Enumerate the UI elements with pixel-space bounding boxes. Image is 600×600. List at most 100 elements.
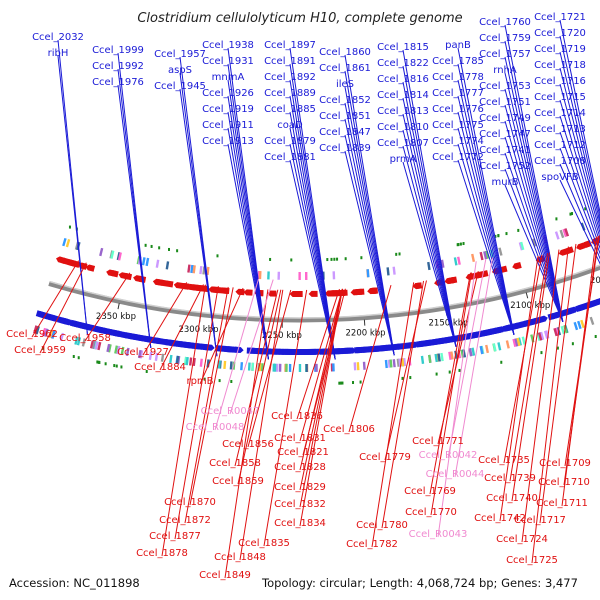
- label-leader-line: [299, 288, 343, 527]
- gene-label: Ccel_1816: [377, 74, 429, 85]
- cog-block: [471, 253, 476, 263]
- forward-gene-arrow: [234, 346, 244, 354]
- cog-block: [285, 363, 288, 372]
- label-leader-line: [402, 161, 457, 347]
- green-dot: [115, 364, 118, 368]
- gene-label: Ccel_1938: [202, 40, 254, 51]
- cog-block: [434, 353, 438, 363]
- cog-block: [298, 271, 301, 281]
- gene-label: Ccel_1999: [92, 45, 144, 56]
- label-leader-line: [559, 67, 600, 230]
- green-dot: [113, 364, 116, 368]
- gene-label: Ccel_1735: [478, 455, 530, 466]
- cog-block: [187, 264, 191, 273]
- cog-block: [106, 343, 111, 353]
- label-leader-line: [559, 131, 600, 250]
- gene-label: Ccel_1747: [479, 129, 531, 140]
- cog-block: [427, 261, 431, 271]
- kbp-tick-label: 2050 kbp: [590, 276, 600, 286]
- gene-label: Ccel_1782: [346, 539, 398, 550]
- label-leader-line: [227, 143, 269, 360]
- label-leader-line: [511, 252, 550, 502]
- green-dot: [494, 234, 497, 238]
- label-leader-line: [344, 134, 395, 356]
- label-leader-line: [447, 259, 487, 459]
- label-leader-line: [457, 143, 515, 335]
- cog-block: [141, 257, 146, 266]
- cog-block: [97, 341, 102, 351]
- gene-label: Ccel_1780: [356, 520, 408, 531]
- gene-label: Ccel_1859: [212, 476, 264, 487]
- gene-label: Ccel_1897: [264, 40, 316, 51]
- cog-block: [514, 338, 519, 347]
- cog-block: [450, 351, 454, 360]
- gene-label: Ccel_1771: [412, 436, 464, 447]
- green-dot: [594, 334, 597, 338]
- green-dot: [459, 242, 462, 246]
- gene-label: Ccel_1878: [136, 548, 188, 559]
- green-dot: [352, 381, 355, 385]
- gene-label: rpmB: [186, 376, 213, 387]
- gene-label: Ccel_1720: [534, 28, 586, 39]
- gene-label: Ccel_1815: [377, 42, 429, 53]
- gene-label: Ccel_1814: [377, 90, 429, 101]
- cog-block: [580, 319, 585, 329]
- label-leader-line: [430, 272, 472, 516]
- cog-block: [562, 228, 568, 238]
- gene-label: Ccel_1725: [506, 555, 558, 566]
- cog-block: [258, 270, 262, 280]
- gene-label: Ccel_1913: [202, 136, 254, 147]
- reverse-gene-arrow: [367, 287, 377, 295]
- reverse-gene-arrow: [558, 248, 569, 256]
- label-leader-line: [531, 246, 569, 564]
- cog-block: [539, 331, 545, 341]
- gene-label: Ccel_1877: [149, 531, 201, 542]
- label-leader-line: [179, 88, 218, 357]
- gene-label: Ccel_1742: [474, 513, 526, 524]
- label-leader-line: [402, 81, 457, 347]
- cog-block: [468, 348, 473, 357]
- gene-label: Ccel_1769: [404, 486, 456, 497]
- green-dot: [409, 376, 412, 380]
- label-leader-line: [174, 285, 219, 540]
- label-leader-line: [299, 288, 343, 508]
- gene-label: Ccel_1926: [202, 88, 254, 99]
- label-leader-line: [239, 289, 284, 561]
- gene-label: coaD: [277, 120, 303, 131]
- gene-label: Ccel_1715: [534, 92, 586, 103]
- reverse-gene-arrow: [328, 290, 339, 297]
- cog-block: [389, 359, 393, 368]
- gene-label: Ccel_1721: [534, 12, 586, 23]
- cog-block: [275, 363, 279, 372]
- cog-block: [505, 340, 510, 349]
- green-dot: [456, 243, 459, 247]
- gene-label: Ccel_1831: [274, 433, 326, 444]
- label-leader-line: [289, 143, 336, 360]
- label-leader-line: [344, 118, 395, 356]
- label-leader-line: [299, 288, 343, 442]
- cog-block: [114, 345, 119, 354]
- gene-label: prmA: [390, 154, 417, 165]
- cog-block: [332, 271, 336, 280]
- green-dot: [290, 258, 293, 262]
- label-leader-line: [457, 159, 515, 335]
- label-leader-line: [559, 83, 600, 235]
- cog-block: [251, 362, 255, 371]
- label-leader-line: [504, 72, 564, 322]
- cog-block: [479, 345, 484, 355]
- gene-label: Ccel_1828: [274, 462, 326, 473]
- gene-label: Ccel_1777: [432, 88, 484, 99]
- cog-block: [137, 349, 142, 359]
- label-leader-line: [263, 289, 308, 547]
- gene-label: Ccel_1724: [496, 534, 548, 545]
- gene-label: Ccel_1919: [202, 104, 254, 115]
- green-dot: [336, 257, 339, 261]
- label-leader-line: [559, 179, 600, 265]
- gene-label: Ccel_1718: [534, 60, 586, 71]
- label-leader-line: [504, 104, 564, 322]
- gene-label: Ccel_1879: [264, 136, 316, 147]
- gene-label: Ccel_1976: [92, 77, 144, 88]
- gene-label: Ccel_1872: [159, 515, 211, 526]
- reverse-gene-arrow: [173, 282, 184, 289]
- gene-label: Ccel_1708: [534, 156, 586, 167]
